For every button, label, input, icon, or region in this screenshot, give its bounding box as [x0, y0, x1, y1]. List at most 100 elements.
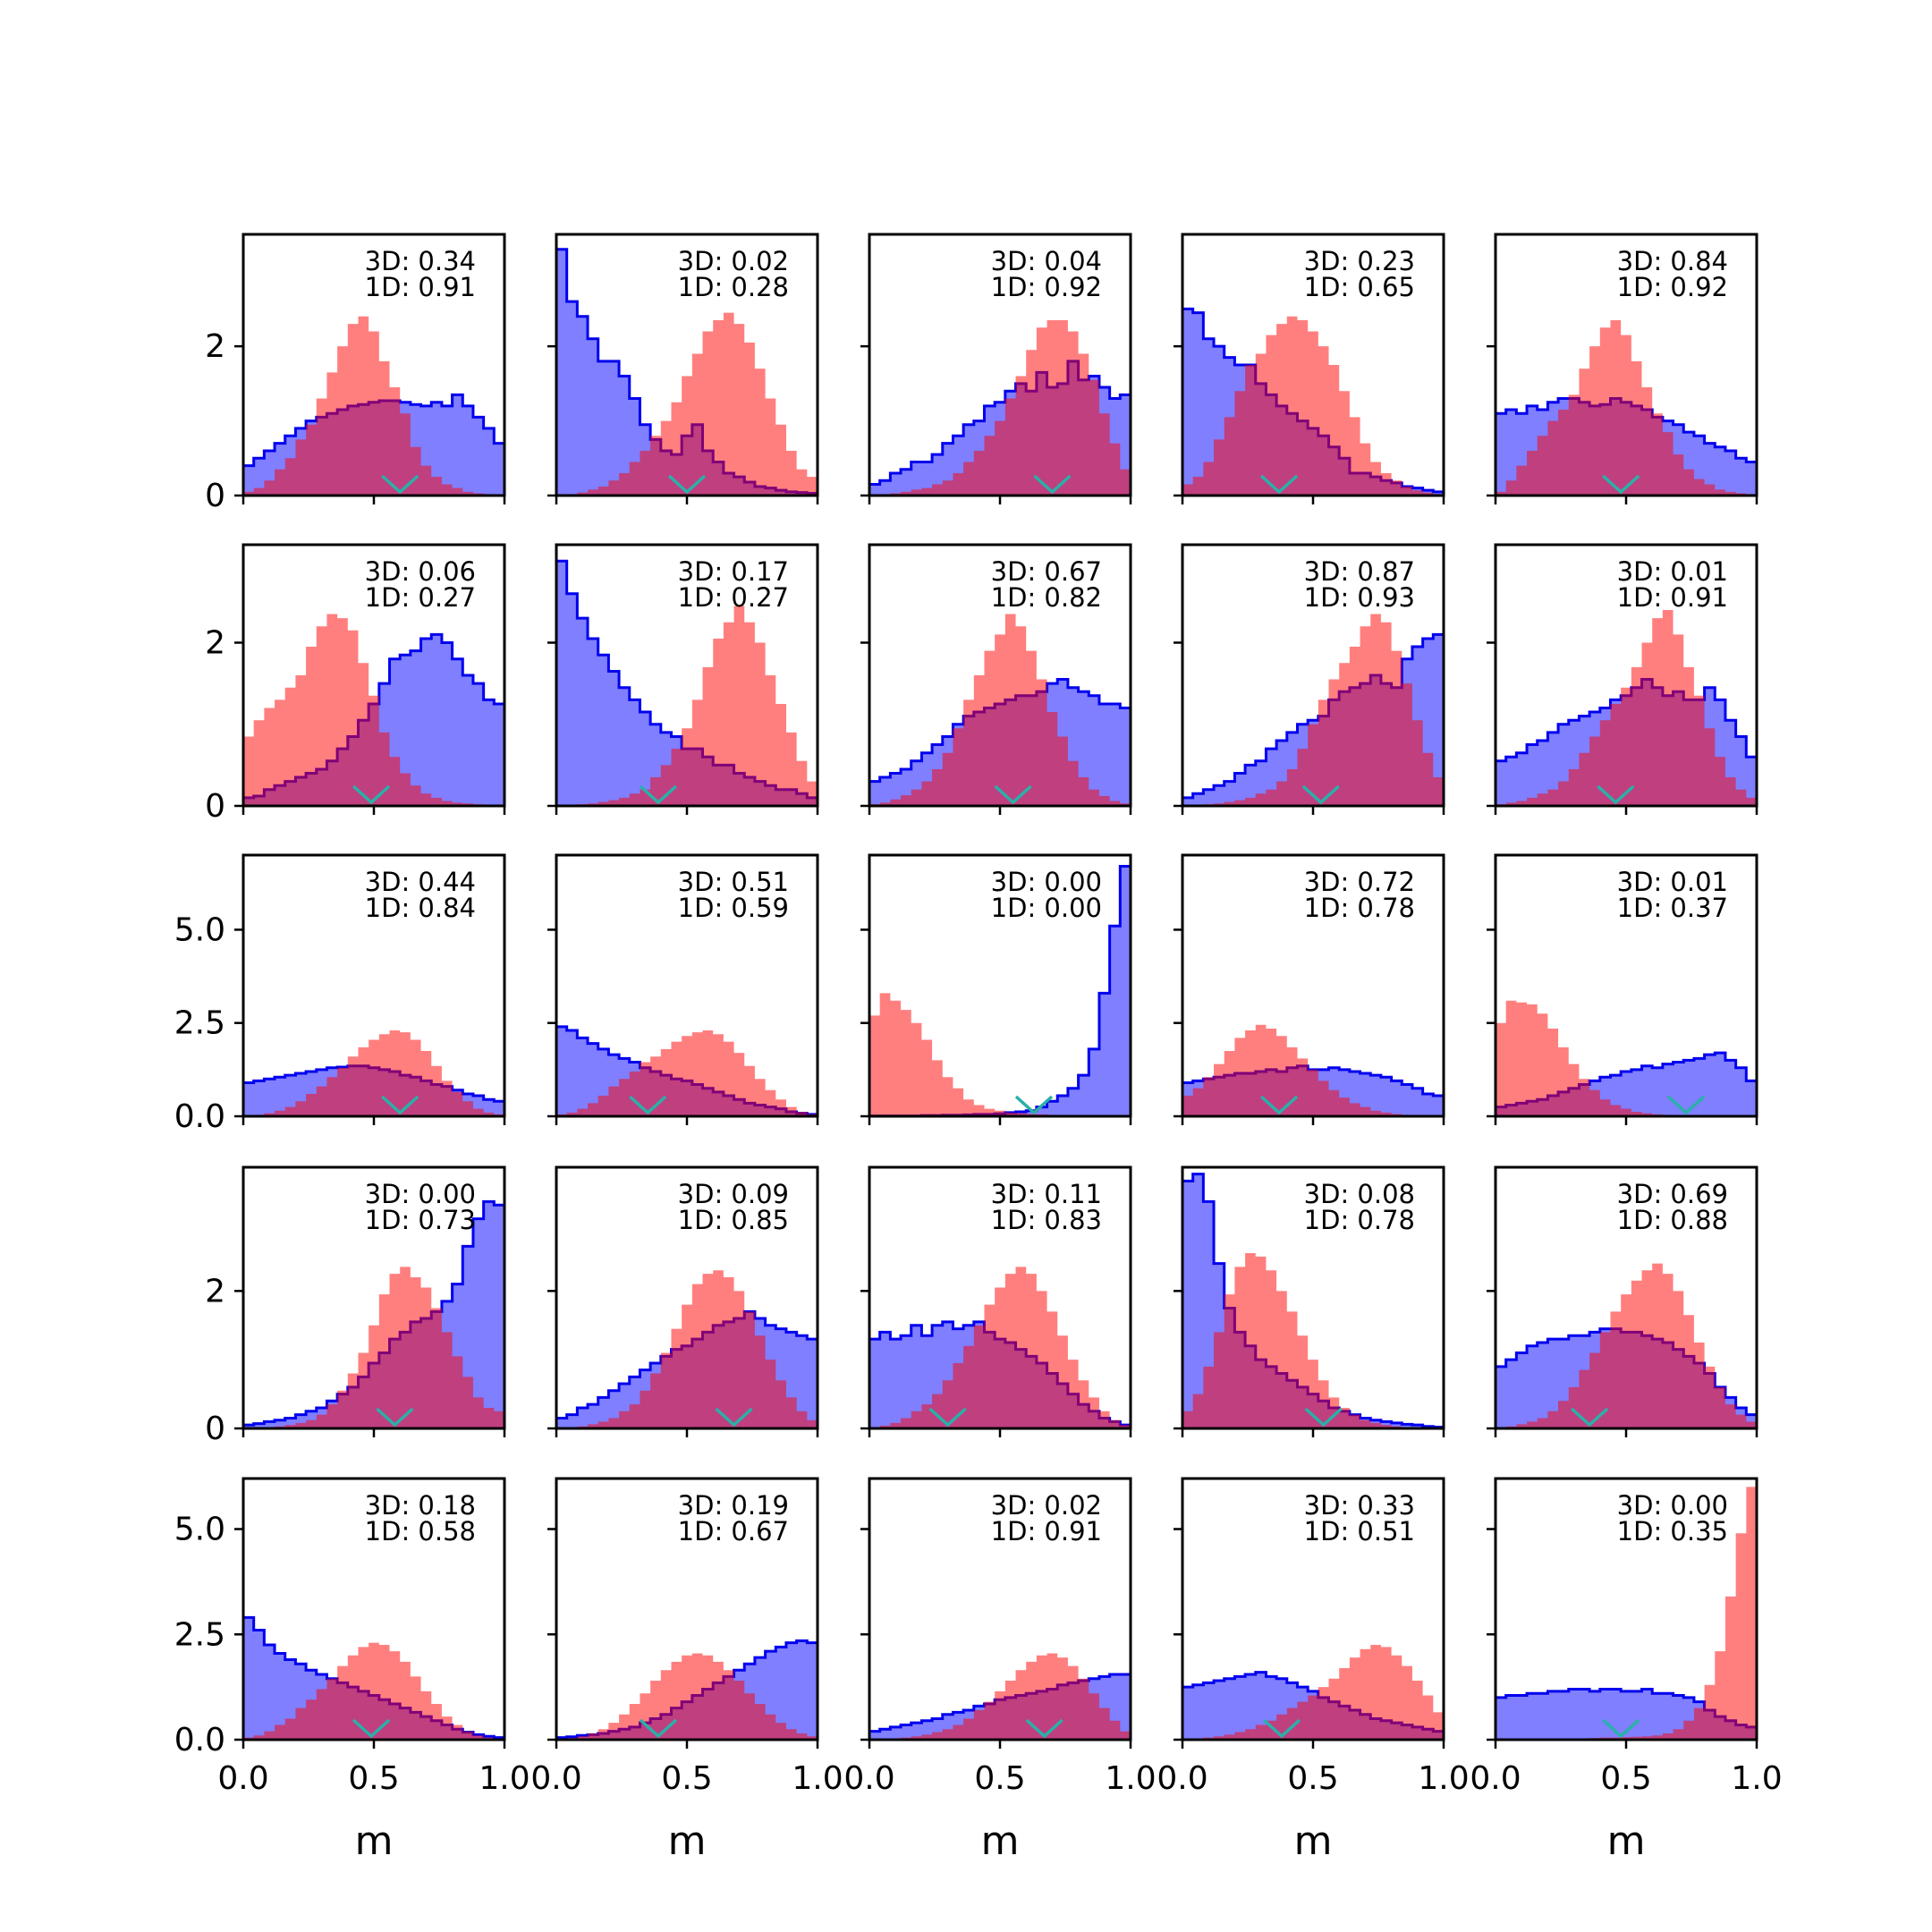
x-tick-label: 0.5 — [1600, 1760, 1651, 1797]
annotation-1d: 1D: 0.78 — [1304, 893, 1415, 923]
blue-histogram-fill — [556, 561, 818, 806]
x-tick-label: 1.0 — [1105, 1760, 1156, 1797]
red-histogram-fill — [243, 1030, 504, 1116]
panel-plot-area — [243, 316, 504, 496]
y-tick-label: 0 — [205, 788, 225, 825]
annotation-1d: 1D: 0.91 — [1617, 582, 1728, 613]
blue-histogram-fill — [869, 866, 1131, 1116]
v-marker — [1259, 474, 1299, 495]
y-tick-label: 2 — [205, 328, 225, 365]
v-marker — [639, 784, 678, 805]
annotation-3d: 3D: 0.06 — [365, 556, 476, 587]
panel-plot-area — [869, 319, 1131, 496]
x-tick-label: 1.0 — [479, 1760, 530, 1797]
x-tick-label: 1.0 — [1731, 1760, 1782, 1797]
v-marker — [1570, 1407, 1609, 1428]
annotation-1d: 1D: 0.35 — [1617, 1516, 1728, 1546]
annotation-3d: 3D: 0.23 — [1304, 246, 1415, 276]
v-marker — [376, 1407, 414, 1428]
panel-plot-area — [243, 1030, 504, 1116]
v-marker — [1259, 1095, 1299, 1115]
red-histogram-fill — [556, 1270, 818, 1428]
red-histogram-fill — [556, 1653, 818, 1740]
x-tick-label: 0.5 — [661, 1760, 712, 1797]
annotation-1d: 1D: 0.78 — [1304, 1205, 1415, 1235]
panel-plot-area — [556, 1270, 818, 1428]
annotation-3d: 3D: 0.44 — [365, 867, 476, 897]
red-histogram-fill — [869, 1267, 1131, 1428]
red-histogram-fill — [1496, 1000, 1757, 1116]
panel-plot-area — [1496, 1487, 1757, 1740]
annotation-3d: 3D: 0.67 — [991, 556, 1102, 587]
x-tick-label: 0.0 — [530, 1760, 581, 1797]
annotation-3d: 3D: 0.01 — [1617, 556, 1728, 587]
v-marker — [994, 784, 1032, 805]
annotation-1d: 1D: 0.59 — [678, 893, 789, 923]
panel-plot-area — [556, 1025, 818, 1116]
panel-plot-area — [556, 559, 818, 806]
x-tick-label: 0.5 — [348, 1760, 399, 1797]
red-histogram-fill — [556, 312, 818, 496]
annotation-1d: 1D: 0.67 — [678, 1516, 789, 1546]
panel-plot-area — [1182, 614, 1444, 806]
annotation-3d: 3D: 0.09 — [678, 1179, 789, 1209]
y-tick-label: 5.0 — [174, 1512, 225, 1548]
v-marker — [1014, 1095, 1054, 1115]
x-axis-label: m — [1294, 1818, 1333, 1864]
x-tick-label: 0.5 — [1287, 1760, 1338, 1797]
annotation-3d: 3D: 0.08 — [1304, 1179, 1415, 1209]
red-histogram-fill — [243, 614, 504, 806]
annotation-3d: 3D: 0.04 — [991, 246, 1102, 276]
annotation-1d: 1D: 0.92 — [991, 272, 1102, 302]
annotation-3d: 3D: 0.00 — [991, 867, 1102, 897]
v-marker — [381, 474, 419, 495]
annotation-1d: 1D: 0.37 — [1617, 893, 1728, 923]
panel-plot-area — [556, 1639, 818, 1740]
annotation-3d: 3D: 0.00 — [365, 1179, 476, 1209]
y-tick-label: 2 — [205, 625, 225, 662]
v-marker — [715, 1407, 753, 1428]
annotation-1d: 1D: 0.92 — [1617, 272, 1728, 302]
red-histogram-fill — [1182, 614, 1444, 806]
red-histogram-fill — [869, 614, 1131, 806]
red-histogram-fill — [1496, 610, 1757, 806]
y-tick-label: 0.0 — [174, 1098, 225, 1135]
v-marker — [1033, 474, 1072, 495]
red-histogram-fill — [869, 1653, 1131, 1740]
red-histogram-fill — [243, 316, 504, 496]
v-marker — [928, 1407, 967, 1428]
v-marker — [352, 1718, 391, 1739]
red-histogram-fill — [556, 606, 818, 806]
v-marker — [1601, 474, 1640, 495]
panel-plot-area — [243, 1615, 504, 1740]
v-marker — [629, 1095, 667, 1115]
annotation-3d: 3D: 0.11 — [991, 1179, 1102, 1209]
red-histogram-fill — [1496, 1263, 1757, 1428]
annotation-1d: 1D: 0.73 — [365, 1205, 476, 1235]
x-tick-label: 0.5 — [974, 1760, 1025, 1797]
annotation-1d: 1D: 0.91 — [991, 1516, 1102, 1546]
v-marker — [381, 1095, 419, 1115]
v-marker — [667, 474, 707, 495]
y-tick-label: 2 — [205, 1273, 225, 1309]
panel-plot-area — [1496, 319, 1757, 496]
v-marker — [1025, 1718, 1063, 1739]
panel-plot-area — [1182, 1024, 1444, 1116]
x-tick-label: 0.0 — [217, 1760, 268, 1797]
